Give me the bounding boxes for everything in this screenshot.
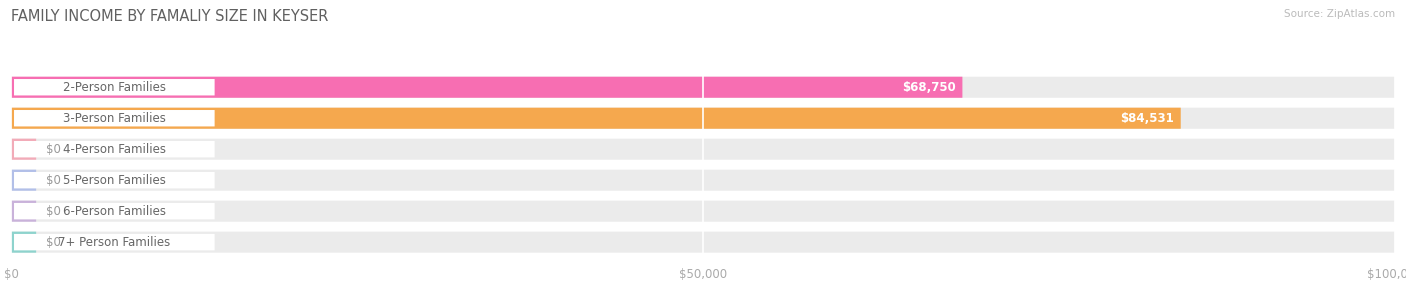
FancyBboxPatch shape xyxy=(14,203,215,219)
FancyBboxPatch shape xyxy=(11,108,1395,129)
Text: 2-Person Families: 2-Person Families xyxy=(63,81,166,94)
FancyBboxPatch shape xyxy=(14,234,215,250)
Text: 4-Person Families: 4-Person Families xyxy=(63,143,166,156)
FancyBboxPatch shape xyxy=(14,110,215,127)
FancyBboxPatch shape xyxy=(11,170,1395,191)
FancyBboxPatch shape xyxy=(11,108,1181,129)
FancyBboxPatch shape xyxy=(14,172,215,188)
FancyBboxPatch shape xyxy=(11,231,1395,253)
FancyBboxPatch shape xyxy=(11,201,1395,222)
Text: $68,750: $68,750 xyxy=(901,81,956,94)
Text: 5-Person Families: 5-Person Families xyxy=(63,174,166,187)
Text: $84,531: $84,531 xyxy=(1121,112,1174,125)
FancyBboxPatch shape xyxy=(14,141,215,157)
FancyBboxPatch shape xyxy=(11,201,37,222)
Text: 3-Person Families: 3-Person Families xyxy=(63,112,166,125)
FancyBboxPatch shape xyxy=(11,170,37,191)
FancyBboxPatch shape xyxy=(11,139,37,160)
Text: $0: $0 xyxy=(46,174,60,187)
Text: 7+ Person Families: 7+ Person Families xyxy=(58,236,170,249)
FancyBboxPatch shape xyxy=(11,139,1395,160)
Text: FAMILY INCOME BY FAMALIY SIZE IN KEYSER: FAMILY INCOME BY FAMALIY SIZE IN KEYSER xyxy=(11,9,329,24)
FancyBboxPatch shape xyxy=(11,77,1395,98)
Text: $0: $0 xyxy=(46,236,60,249)
Text: $0: $0 xyxy=(46,205,60,218)
Text: 6-Person Families: 6-Person Families xyxy=(63,205,166,218)
Text: Source: ZipAtlas.com: Source: ZipAtlas.com xyxy=(1284,9,1395,19)
FancyBboxPatch shape xyxy=(14,79,215,95)
Text: $0: $0 xyxy=(46,143,60,156)
FancyBboxPatch shape xyxy=(11,77,963,98)
FancyBboxPatch shape xyxy=(11,231,37,253)
